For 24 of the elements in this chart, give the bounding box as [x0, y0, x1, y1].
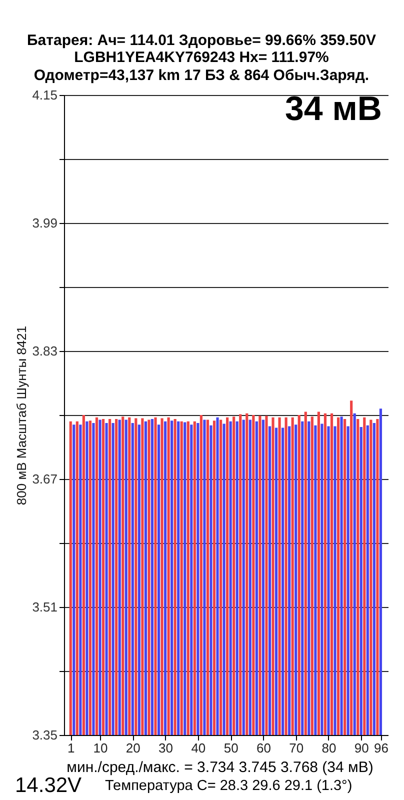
x-tick-label: 70 — [289, 740, 304, 756]
x-tick-label: 20 — [126, 740, 140, 756]
x-tick-label: 80 — [322, 740, 336, 756]
text: Температура С= 28.3 29.6 29.1 (1.3°) — [105, 778, 352, 794]
x-tick-label: 96 — [374, 740, 388, 756]
annotation: 34 мВ — [285, 90, 382, 128]
x-tick-label: 40 — [191, 740, 206, 756]
y-tick-label: 3.51 — [32, 600, 58, 614]
x-tick-label: 50 — [224, 740, 238, 756]
y-tick-label: 3.35 — [32, 728, 58, 742]
chart-title: Батарея: Ач= 114.01 Здоровье= 99.66% 359.50V — [27, 32, 376, 49]
y-axis-title: 800 мВ Масштаб Шунты 8421 — [14, 326, 30, 506]
x-tick-label: 1 — [68, 740, 75, 756]
x-tick-label: 90 — [354, 740, 369, 756]
x-tick-label: 10 — [93, 740, 108, 756]
y-tick-label: 3.83 — [32, 344, 58, 358]
text: мин./сред./макс. = 3.734 3.745 3.768 (34 мВ) — [66, 759, 374, 776]
y-tick-label: 3.67 — [32, 472, 58, 486]
text: 14.32V — [15, 774, 82, 797]
y-tick-label: 4.15 — [32, 88, 58, 102]
x-tick-label: 60 — [256, 740, 271, 756]
chart-subtitle: LGBH1YEA4KY769243 Hx= 111.97% Одометр=43,137 km 17 БЗ & 864 Обыч.Заряд. — [34, 49, 370, 84]
x-tick-label: 30 — [158, 740, 174, 756]
y-tick-label: 3.99 — [32, 216, 58, 230]
